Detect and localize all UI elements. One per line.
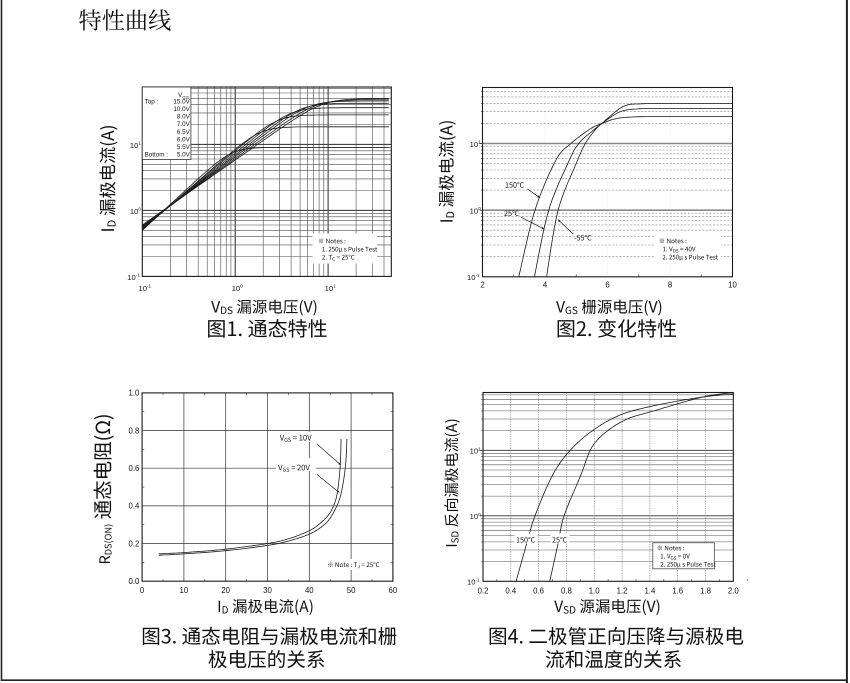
svg-text:5.5V: 5.5V: [177, 144, 191, 151]
svg-text:0.6: 0.6: [129, 464, 140, 473]
svg-text:0.8: 0.8: [561, 587, 572, 596]
svg-text:10: 10: [130, 207, 138, 216]
svg-text:1: 1: [138, 140, 141, 145]
svg-text:2: 2: [480, 281, 484, 290]
svg-text:1: 1: [478, 446, 481, 451]
svg-text:10: 10: [728, 281, 737, 290]
svg-text:Bottom :: Bottom :: [145, 152, 169, 159]
svg-text:4: 4: [543, 281, 548, 290]
svg-text:40: 40: [305, 586, 314, 595]
svg-text:1.2: 1.2: [617, 587, 628, 596]
svg-text:10: 10: [139, 284, 147, 293]
svg-text:10: 10: [467, 578, 475, 587]
svg-text:-1: -1: [476, 273, 481, 278]
svg-text:V: V: [178, 92, 183, 99]
svg-text:10: 10: [467, 273, 475, 282]
svg-text:GS: GS: [182, 95, 189, 100]
svg-text:0: 0: [140, 586, 145, 595]
svg-text:10: 10: [470, 140, 478, 149]
svg-text:1: 1: [478, 140, 481, 145]
svg-text:10: 10: [232, 284, 240, 293]
svg-text:50: 50: [347, 586, 356, 595]
svg-text:5.0V: 5.0V: [177, 152, 191, 159]
svg-text:10.0V: 10.0V: [173, 106, 190, 113]
svg-text:30: 30: [263, 586, 272, 595]
svg-text:6.5V: 6.5V: [177, 129, 191, 136]
svg-text:1.0: 1.0: [129, 389, 141, 398]
svg-text:0.0: 0.0: [129, 577, 141, 586]
svg-text:2.0: 2.0: [728, 587, 740, 596]
svg-text:0: 0: [138, 206, 141, 211]
svg-text:7.0V: 7.0V: [177, 121, 191, 128]
svg-text:10: 10: [325, 284, 333, 293]
svg-text:1.6: 1.6: [672, 587, 683, 596]
svg-text:Top :: Top :: [145, 98, 159, 105]
svg-text:-1: -1: [136, 272, 141, 277]
svg-text:10: 10: [127, 273, 135, 282]
svg-text:1.8: 1.8: [700, 587, 711, 596]
svg-text:10: 10: [470, 447, 478, 456]
svg-text:10: 10: [470, 207, 478, 216]
svg-text:-1: -1: [476, 577, 481, 582]
svg-text:60: 60: [389, 586, 398, 595]
svg-text:10: 10: [470, 512, 478, 521]
svg-text:1.4: 1.4: [644, 587, 656, 596]
svg-text:0.4: 0.4: [129, 502, 141, 511]
svg-text:20: 20: [221, 586, 230, 595]
svg-text:0.6: 0.6: [533, 587, 544, 596]
svg-text:0.8: 0.8: [129, 426, 140, 435]
svg-text:10: 10: [130, 141, 138, 150]
svg-text:1.0: 1.0: [589, 587, 601, 596]
svg-text:8: 8: [668, 281, 672, 290]
svg-text:8.0V: 8.0V: [177, 114, 191, 121]
svg-text:6: 6: [605, 281, 609, 290]
svg-text:15.0V: 15.0V: [173, 98, 190, 105]
svg-text:1: 1: [333, 284, 336, 289]
svg-text:-1: -1: [147, 284, 152, 289]
svg-text:0.4: 0.4: [505, 587, 517, 596]
svg-text:0: 0: [478, 206, 481, 211]
svg-text:10: 10: [180, 586, 189, 595]
svg-text:0: 0: [240, 284, 243, 289]
svg-text:0.2: 0.2: [478, 587, 489, 596]
svg-text:0: 0: [478, 512, 481, 517]
svg-text:6.0V: 6.0V: [177, 137, 191, 144]
svg-text:0.2: 0.2: [129, 539, 140, 548]
